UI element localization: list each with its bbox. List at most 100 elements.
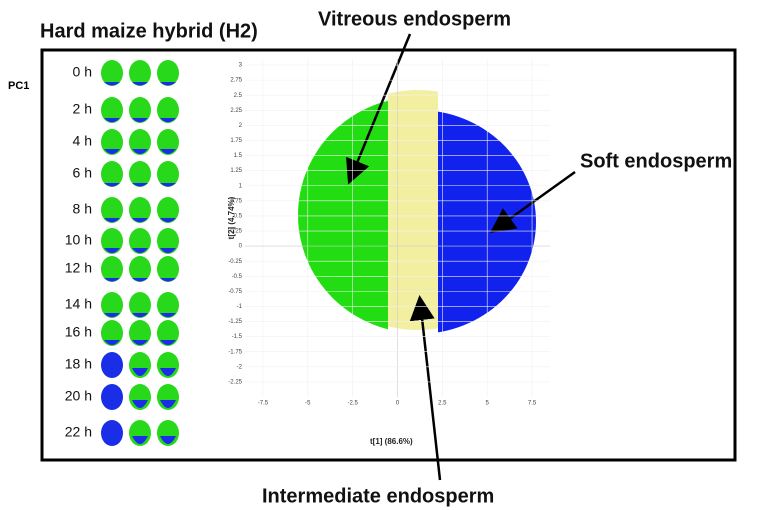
y-tick-label: 1.5 [234, 153, 243, 159]
kernel [129, 197, 151, 223]
kernel [101, 60, 123, 86]
x-tick-label: 2.5 [438, 401, 447, 407]
kernel [157, 256, 179, 282]
kernel-base [160, 149, 176, 154]
kernel-base [160, 313, 176, 318]
kernel-base [160, 248, 176, 253]
kernel-base [132, 149, 148, 154]
intermediate-cloud [388, 90, 438, 330]
kernel-base [132, 278, 148, 282]
kernel [129, 228, 151, 254]
kernel [129, 320, 151, 346]
kernel [157, 292, 179, 318]
time-label: 6 h [73, 165, 92, 181]
kernel [129, 97, 151, 123]
kernel-base [160, 436, 176, 444]
time-label: 2 h [73, 101, 92, 117]
kernel-base [132, 183, 148, 187]
kernel-base [104, 400, 120, 408]
kernel [129, 256, 151, 282]
time-label: 10 h [65, 232, 92, 248]
x-tick-label: 5 [486, 401, 490, 407]
kernel-base [132, 340, 148, 345]
kernel-base [104, 313, 120, 318]
kernel-base [132, 368, 148, 376]
kernel [101, 197, 123, 223]
y-tick-label: -1.25 [228, 319, 242, 325]
time-label: 16 h [65, 324, 92, 340]
time-label: 0 h [73, 64, 92, 80]
kernel [129, 60, 151, 86]
x-tick-label: 0 [396, 401, 400, 407]
kernel-base [104, 118, 120, 123]
kernel-base [160, 118, 176, 123]
y-tick-label: 2 [239, 123, 243, 129]
kernel-base [160, 368, 176, 376]
kernel-base [104, 248, 120, 253]
kernel [101, 320, 123, 346]
time-label: 22 h [65, 424, 92, 440]
kernel [157, 197, 179, 223]
kernel-base [132, 248, 148, 253]
annotation: Vitreous endosperm [318, 8, 511, 30]
time-label: 14 h [65, 296, 92, 312]
time-label: 8 h [73, 201, 92, 217]
y-tick-label: 0.5 [234, 214, 243, 220]
time-label: 4 h [73, 133, 92, 149]
y-tick-label: 0.75 [230, 198, 242, 204]
kernel [157, 60, 179, 86]
kernel-base [160, 218, 176, 223]
kernel [129, 129, 151, 155]
time-label: 18 h [65, 356, 92, 372]
y-tick-label: 1.75 [230, 138, 242, 144]
y-tick-label: 1 [239, 183, 243, 189]
x-tick-label: -2.5 [347, 401, 358, 407]
kernel-base [104, 340, 120, 345]
kernel-base [104, 183, 120, 187]
y-tick-label: -1.5 [232, 334, 243, 340]
time-label: 12 h [65, 260, 92, 276]
y-tick-label: -2 [237, 364, 243, 370]
kernel-base [104, 436, 120, 444]
x-tick-label: -7.5 [258, 401, 269, 407]
kernel [101, 161, 123, 187]
kernel [157, 320, 179, 346]
y-tick-label: -0.25 [228, 259, 242, 265]
kernel-base [104, 149, 120, 154]
y-tick-label: 0 [239, 244, 243, 250]
kernel [101, 256, 123, 282]
kernel [129, 161, 151, 187]
arrow [409, 295, 442, 481]
y-tick-label: -1.75 [228, 349, 242, 355]
kernel [101, 97, 123, 123]
kernel [157, 161, 179, 187]
figure-title: Hard maize hybrid (H2) [40, 20, 258, 42]
y-tick-label: 1.25 [230, 168, 242, 174]
kernel [157, 129, 179, 155]
kernel-base [160, 400, 176, 408]
y-tick-label: 2.75 [230, 78, 242, 84]
kernel-base [132, 313, 148, 318]
y-tick-label: 2.5 [234, 93, 243, 99]
y-tick-label: -2.25 [228, 379, 242, 385]
y-tick-label: -1 [237, 304, 243, 310]
kernel-base [160, 340, 176, 345]
y-tick-label: 3 [239, 63, 243, 69]
kernel-base [160, 82, 176, 86]
kernel-base [132, 82, 148, 86]
pc-label: PC1 [8, 80, 29, 92]
kernel-base [132, 118, 148, 123]
kernel-base [132, 218, 148, 223]
x-axis-label: t[1] (86.6%) [370, 437, 413, 446]
y-tick-label: 2.25 [230, 108, 242, 114]
annotation: Soft endosperm [580, 150, 732, 172]
kernel [129, 292, 151, 318]
y-axis-label: t[2] (4.74%) [227, 196, 236, 239]
x-tick-label: 7.5 [528, 401, 537, 407]
y-tick-label: -0.5 [232, 274, 243, 280]
kernel-base [132, 400, 148, 408]
kernel-base [104, 82, 120, 86]
kernel [101, 228, 123, 254]
kernel-base [160, 183, 176, 187]
